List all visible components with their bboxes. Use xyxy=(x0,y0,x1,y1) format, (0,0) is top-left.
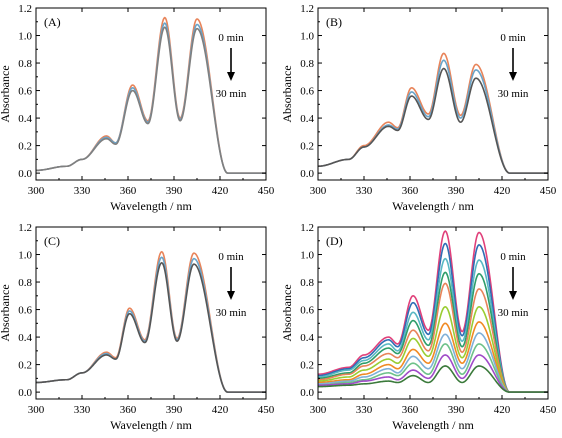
y-tick-label: 0.0 xyxy=(300,168,314,180)
y-tick-label: 1.2 xyxy=(300,3,314,15)
x-axis-title: Wavelength / nm xyxy=(392,199,474,213)
y-tick-label: 0.4 xyxy=(18,113,32,125)
y-tick-label: 0.2 xyxy=(300,360,314,372)
y-tick-label: 0.8 xyxy=(18,277,32,289)
y-tick-label: 0.4 xyxy=(18,332,32,344)
series-line xyxy=(317,67,548,174)
y-tick-label: 0.8 xyxy=(18,58,32,70)
y-tick-label: 0.6 xyxy=(18,305,32,317)
y-tick-label: 0.8 xyxy=(300,277,314,289)
x-tick-label: 390 xyxy=(166,404,183,416)
panel-d: 300 330 360 390 420 450 0.0 0.2 0.4 0.6 0.8 1.0 1.2 W… xyxy=(280,222,557,432)
annotation-end: 30 min xyxy=(498,307,529,319)
x-axis-title: Wavelength / nm xyxy=(392,418,474,432)
y-tick-label: 1.0 xyxy=(300,31,314,43)
x-tick-label: 360 xyxy=(120,185,137,197)
series-line xyxy=(317,365,548,393)
x-tick-label: 360 xyxy=(120,404,137,416)
annotation-start: 0 min xyxy=(500,32,526,44)
y-tick-label: 1.0 xyxy=(300,250,314,262)
x-tick-label: 450 xyxy=(258,404,275,416)
y-tick-label: 0.2 xyxy=(300,141,314,153)
x-tick-label: 360 xyxy=(402,404,419,416)
x-tick-label: 450 xyxy=(258,185,275,197)
x-tick-label: 330 xyxy=(356,404,373,416)
annotation-start: 0 min xyxy=(218,251,244,263)
x-tick-label: 300 xyxy=(310,404,327,416)
x-tick-label: 390 xyxy=(448,185,465,197)
y-tick-label: 0.0 xyxy=(18,387,32,399)
annotation-start: 0 min xyxy=(218,32,244,44)
down-arrow-icon xyxy=(227,72,235,81)
x-tick-label: 300 xyxy=(28,404,45,416)
annotation-end: 30 min xyxy=(216,307,247,319)
x-tick-label: 420 xyxy=(494,404,511,416)
y-tick-label: 0.2 xyxy=(18,360,32,372)
y-tick-label: 0.6 xyxy=(300,86,314,98)
y-axis-title: Absorbance xyxy=(280,65,294,122)
panel-label: (A) xyxy=(44,15,61,29)
panel-label: (C) xyxy=(44,234,60,248)
x-axis-title: Wavelength / nm xyxy=(110,418,192,432)
y-tick-label: 0.6 xyxy=(18,86,32,98)
y-tick-label: 1.0 xyxy=(18,31,32,43)
down-arrow-icon xyxy=(509,291,517,300)
x-tick-label: 330 xyxy=(74,185,91,197)
y-tick-label: 0.8 xyxy=(300,58,314,70)
x-tick-label: 420 xyxy=(494,185,511,197)
y-tick-label: 0.0 xyxy=(300,387,314,399)
y-tick-label: 0.4 xyxy=(300,113,314,125)
series-line xyxy=(35,26,266,174)
x-tick-label: 420 xyxy=(212,404,229,416)
y-tick-label: 0.4 xyxy=(300,332,314,344)
y-axis-title: Absorbance xyxy=(0,65,12,122)
y-tick-label: 0.0 xyxy=(18,168,32,180)
x-tick-label: 450 xyxy=(540,185,557,197)
x-tick-label: 390 xyxy=(448,404,465,416)
y-tick-label: 1.0 xyxy=(18,250,32,262)
panel-a: 300 330 360 390 420 450 0.0 0.2 0.4 0.6 0.8 1.0 1.2 W… xyxy=(0,3,275,213)
y-tick-label: 1.2 xyxy=(300,222,314,234)
annotation-end: 30 min xyxy=(216,88,247,100)
x-tick-label: 300 xyxy=(310,185,327,197)
x-tick-label: 420 xyxy=(212,185,229,197)
x-tick-label: 300 xyxy=(28,185,45,197)
series-line xyxy=(35,261,266,393)
annotation-start: 0 min xyxy=(500,251,526,263)
x-tick-label: 330 xyxy=(356,185,373,197)
down-arrow-icon xyxy=(227,291,235,300)
x-axis-title: Wavelength / nm xyxy=(110,199,192,213)
panel-label: (B) xyxy=(326,15,342,29)
panel-label: (D) xyxy=(326,234,343,248)
x-tick-label: 450 xyxy=(540,404,557,416)
x-tick-label: 390 xyxy=(166,185,183,197)
x-tick-label: 330 xyxy=(74,404,91,416)
x-tick-label: 360 xyxy=(402,185,419,197)
y-tick-label: 0.6 xyxy=(300,305,314,317)
y-tick-label: 0.2 xyxy=(18,141,32,153)
y-axis-title: Absorbance xyxy=(280,284,294,341)
down-arrow-icon xyxy=(509,72,517,81)
y-axis-title: Absorbance xyxy=(0,284,12,341)
annotation-end: 30 min xyxy=(498,88,529,100)
y-tick-label: 1.2 xyxy=(18,222,32,234)
panel-c: 300 330 360 390 420 450 0.0 0.2 0.4 0.6 0.8 1.0 1.2 W… xyxy=(0,222,275,432)
panel-b: 300 330 360 390 420 450 0.0 0.2 0.4 0.6 0.8 1.0 1.2 W… xyxy=(280,3,557,213)
y-tick-label: 1.2 xyxy=(18,3,32,15)
